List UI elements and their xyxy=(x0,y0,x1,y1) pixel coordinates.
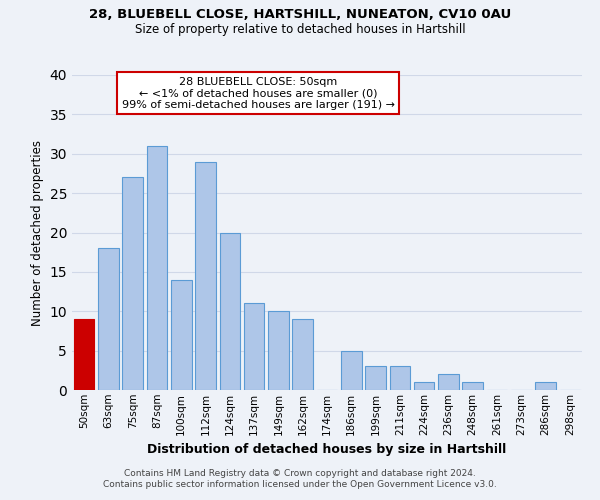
Y-axis label: Number of detached properties: Number of detached properties xyxy=(31,140,44,326)
Bar xyxy=(438,374,459,390)
Bar xyxy=(122,178,143,390)
Text: Size of property relative to detached houses in Hartshill: Size of property relative to detached ho… xyxy=(134,22,466,36)
Bar xyxy=(365,366,386,390)
Bar xyxy=(341,350,362,390)
Text: Contains public sector information licensed under the Open Government Licence v3: Contains public sector information licen… xyxy=(103,480,497,489)
X-axis label: Distribution of detached houses by size in Hartshill: Distribution of detached houses by size … xyxy=(148,443,506,456)
Text: 28, BLUEBELL CLOSE, HARTSHILL, NUNEATON, CV10 0AU: 28, BLUEBELL CLOSE, HARTSHILL, NUNEATON,… xyxy=(89,8,511,20)
Bar xyxy=(146,146,167,390)
Bar xyxy=(74,319,94,390)
Bar xyxy=(389,366,410,390)
Bar xyxy=(195,162,216,390)
Bar xyxy=(98,248,119,390)
Bar xyxy=(414,382,434,390)
Bar xyxy=(535,382,556,390)
Bar xyxy=(220,232,240,390)
Bar xyxy=(292,319,313,390)
Bar xyxy=(268,311,289,390)
Bar xyxy=(171,280,191,390)
Text: 28 BLUEBELL CLOSE: 50sqm
← <1% of detached houses are smaller (0)
99% of semi-de: 28 BLUEBELL CLOSE: 50sqm ← <1% of detach… xyxy=(122,76,395,110)
Bar xyxy=(463,382,483,390)
Bar xyxy=(244,304,265,390)
Text: Contains HM Land Registry data © Crown copyright and database right 2024.: Contains HM Land Registry data © Crown c… xyxy=(124,468,476,477)
